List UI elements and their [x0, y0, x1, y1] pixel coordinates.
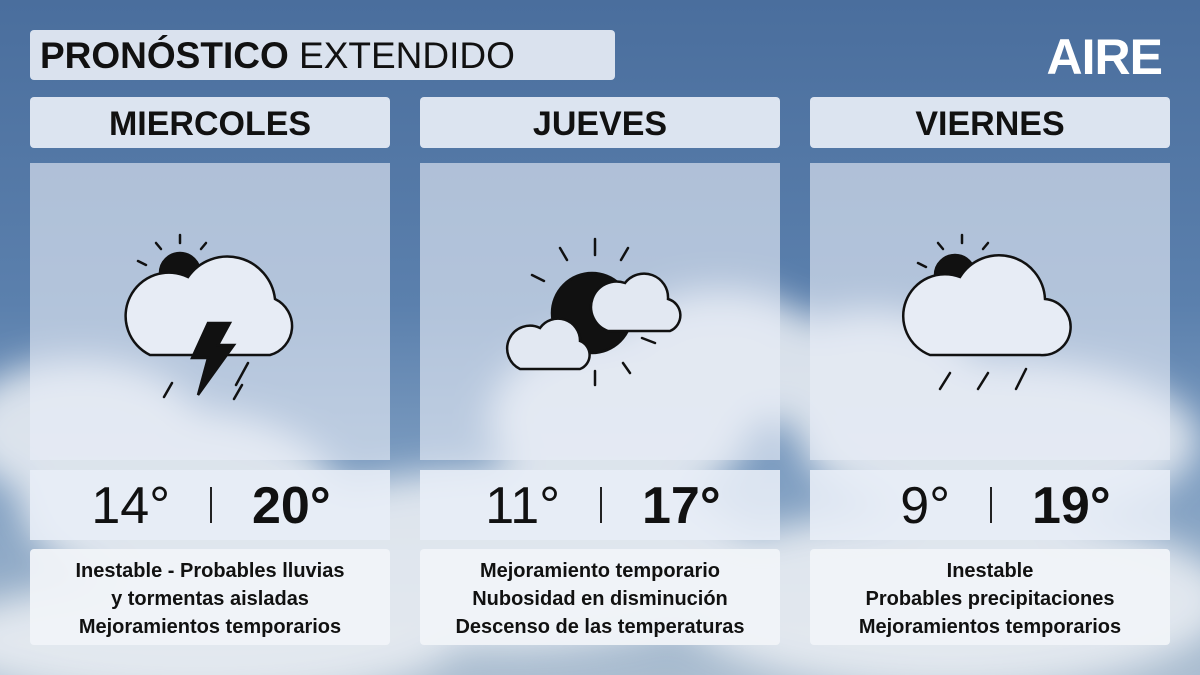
desc-line: y tormentas aisladas — [111, 588, 309, 610]
description: Inestable - Probables lluvias y tormentas… — [30, 549, 390, 645]
desc-line: Nubosidad en disminución — [472, 588, 728, 610]
desc-line: Probables precipitaciones — [865, 588, 1115, 610]
temp-min: 14° — [91, 477, 170, 535]
day-name: JUEVES — [420, 97, 780, 148]
title-regular: EXTENDIDO — [299, 35, 515, 76]
desc-line: Mejoramiento temporario — [479, 560, 721, 582]
temp-box: 9° 19° — [810, 470, 1170, 540]
storm-icon — [124, 233, 294, 401]
title-bold: PRONÓSTICO — [40, 35, 289, 76]
temp-min: 11° — [485, 477, 560, 535]
temp-max: 17° — [642, 477, 721, 535]
icon-panel — [420, 163, 780, 460]
temp-min: 9° — [900, 477, 950, 535]
desc-line: Mejoramientos temporarios — [78, 616, 342, 638]
separator — [210, 487, 212, 523]
title-box: PRONÓSTICO EXTENDIDO — [30, 30, 615, 80]
temp-box: 14° 20° — [30, 470, 390, 540]
desc-line: Mejoramientos temporarios — [858, 616, 1122, 638]
day-name: VIERNES — [810, 97, 1170, 148]
separator — [600, 487, 602, 523]
icon-panel — [810, 163, 1170, 460]
rain-icon — [902, 233, 1072, 391]
desc-line: Inestable - Probables lluvias — [75, 560, 345, 582]
temp-max: 19° — [1032, 477, 1111, 535]
icon-panel — [30, 163, 390, 460]
description: Inestable Probables precipitaciones Mejora… — [810, 549, 1170, 645]
temp-max: 20° — [252, 477, 331, 535]
separator — [990, 487, 992, 523]
temp-box: 11° 17° — [420, 470, 780, 540]
desc-line: Descenso de las temperaturas — [455, 616, 745, 638]
description: Mejoramiento temporario Nubosidad en dism… — [420, 549, 780, 645]
logo: AIRE — [1046, 29, 1163, 85]
partly-cloudy-icon — [505, 237, 682, 387]
day-name: MIERCOLES — [30, 97, 390, 148]
desc-line: Inestable — [946, 560, 1034, 582]
